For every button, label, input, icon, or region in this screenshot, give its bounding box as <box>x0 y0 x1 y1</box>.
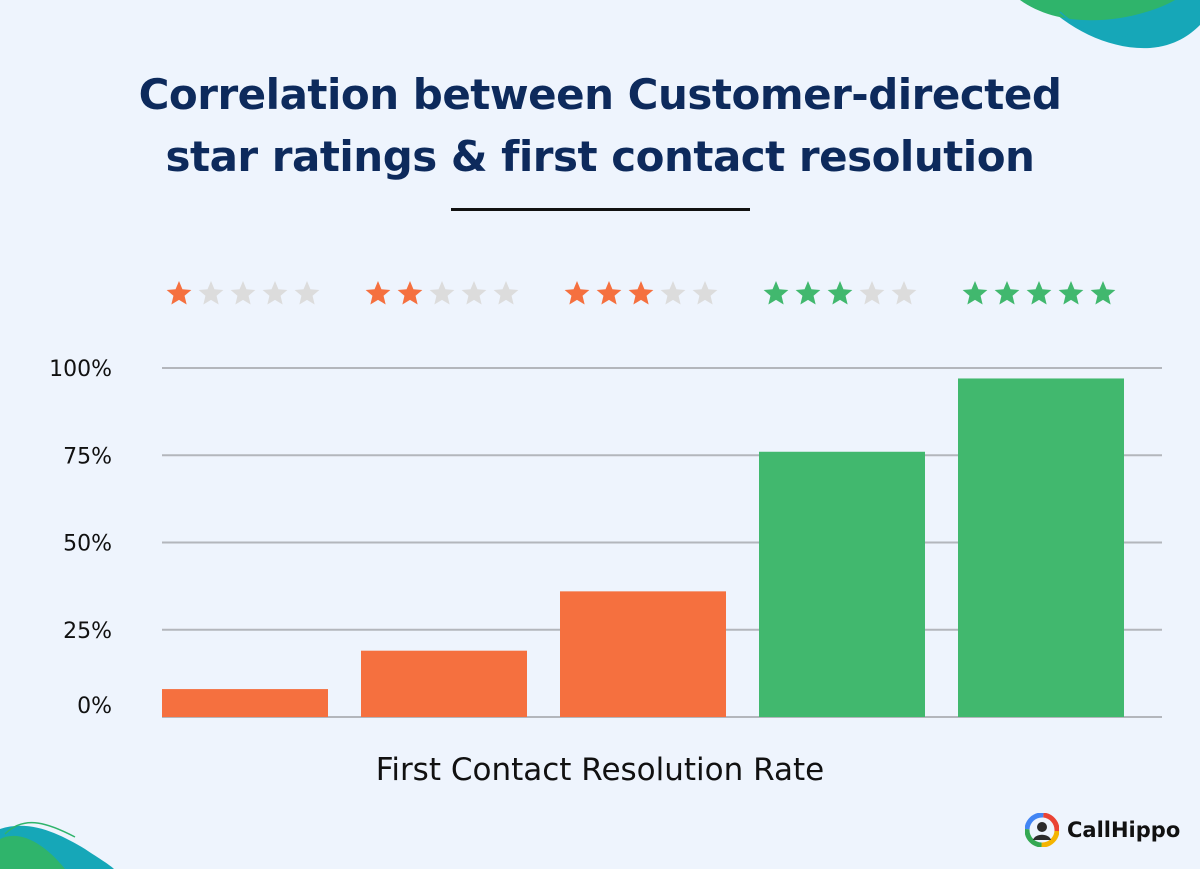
blob-green <box>1020 0 1175 21</box>
corner-decoration-bottom-left <box>0 821 114 869</box>
star-filled-icon <box>763 281 789 305</box>
bar-5-star <box>958 378 1124 717</box>
star-empty-icon <box>692 281 718 305</box>
x-axis-label: First Contact Resolution Rate <box>375 752 825 788</box>
star-filled-icon <box>994 281 1020 305</box>
wave-line <box>4 821 76 838</box>
bar-1-star <box>162 689 328 717</box>
corner-decoration-top-right <box>1020 0 1200 49</box>
brand-name: CallHippo <box>1067 818 1181 842</box>
star-filled-icon <box>397 281 423 305</box>
star-rating-1 <box>166 281 320 305</box>
star-rating-labels <box>166 281 1116 305</box>
title-underline <box>451 208 750 211</box>
star-rating-3 <box>564 281 718 305</box>
star-empty-icon <box>230 281 256 305</box>
title-line-2: star ratings & first contact resolution <box>165 132 1035 181</box>
star-filled-icon <box>1058 281 1084 305</box>
star-empty-icon <box>262 281 288 305</box>
star-empty-icon <box>493 281 519 305</box>
star-empty-icon <box>294 281 320 305</box>
y-tick-label: 100% <box>49 357 112 382</box>
star-empty-icon <box>660 281 686 305</box>
star-filled-icon <box>166 281 192 305</box>
star-filled-icon <box>962 281 988 305</box>
star-filled-icon <box>795 281 821 305</box>
y-tick-label: 75% <box>63 444 112 469</box>
brand-logo: CallHippo <box>1025 812 1180 848</box>
star-filled-icon <box>564 281 590 305</box>
star-empty-icon <box>198 281 224 305</box>
wave-line <box>1059 11 1151 37</box>
star-rating-4 <box>763 281 917 305</box>
star-filled-icon <box>827 281 853 305</box>
bar-2-star <box>361 650 527 717</box>
star-empty-icon <box>461 281 487 305</box>
star-filled-icon <box>628 281 654 305</box>
title-line-1: Correlation between Customer-directed <box>138 70 1062 119</box>
star-filled-icon <box>1026 281 1052 305</box>
bar-3-star <box>560 591 726 717</box>
star-filled-icon <box>596 281 622 305</box>
star-rating-2 <box>365 281 519 305</box>
star-empty-icon <box>891 281 917 305</box>
star-filled-icon <box>1090 281 1116 305</box>
star-empty-icon <box>859 281 885 305</box>
y-tick-label: 0% <box>77 694 112 719</box>
star-empty-icon <box>429 281 455 305</box>
bar-4-star <box>759 451 925 717</box>
y-axis-ticks: 0% 25% 50% 75% 100% <box>49 357 112 719</box>
callhippo-logo-icon <box>1025 813 1059 847</box>
blob-green <box>0 835 65 869</box>
chart-title: Correlation between Customer-directed st… <box>0 64 1200 188</box>
bars <box>162 378 1124 717</box>
star-filled-icon <box>365 281 391 305</box>
y-tick-label: 50% <box>63 532 112 557</box>
y-tick-label: 25% <box>63 619 112 644</box>
star-rating-5 <box>962 281 1116 305</box>
